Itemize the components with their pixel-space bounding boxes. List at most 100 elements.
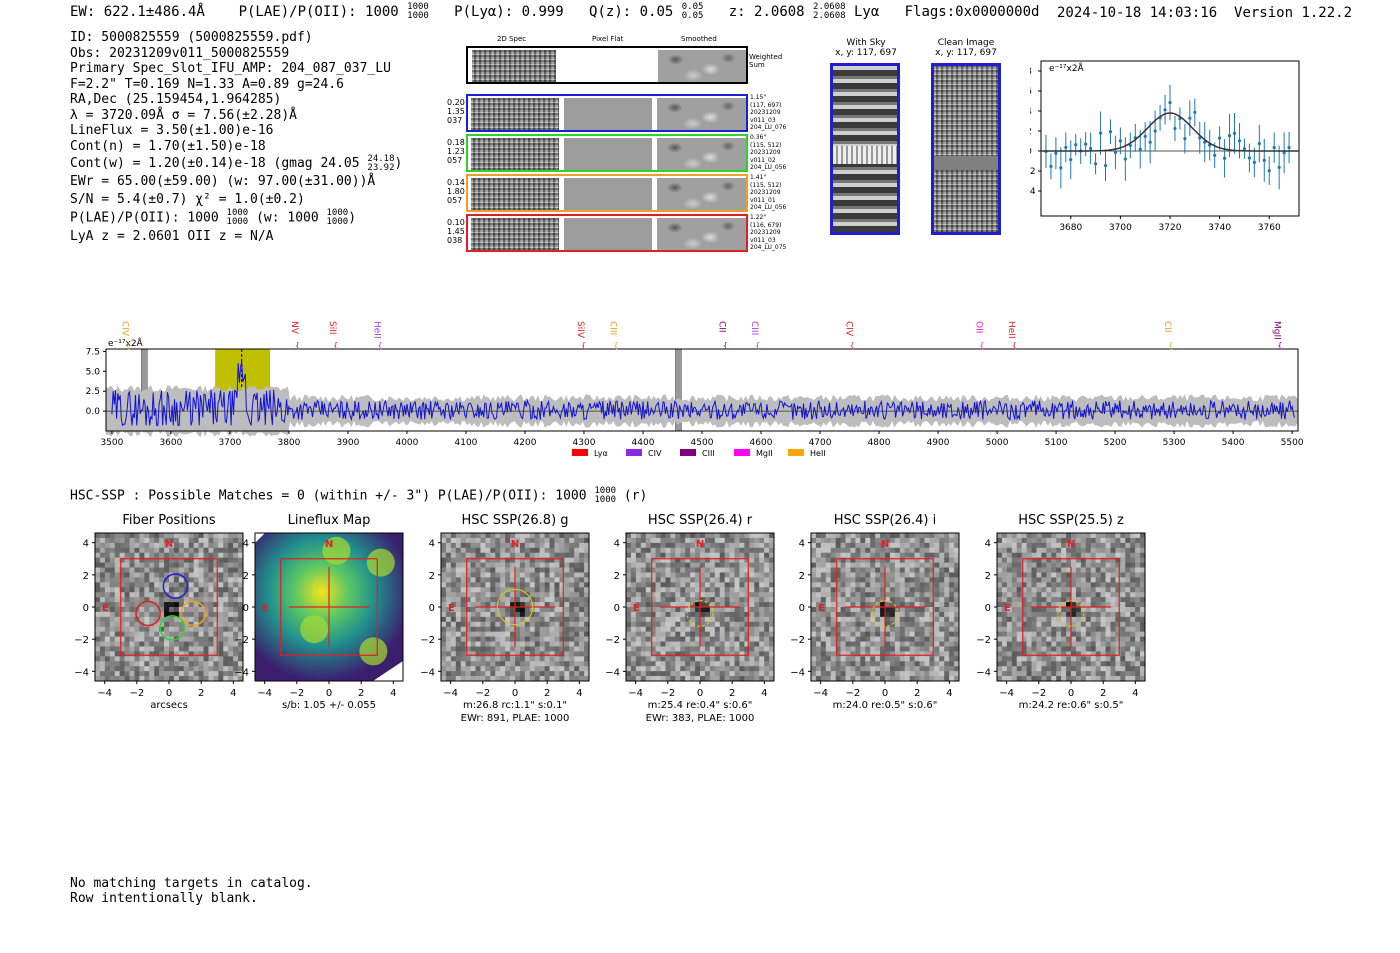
line-label: CIII (608, 321, 618, 335)
zoom-ytick: 6 (1030, 87, 1032, 97)
info-block: ID: 5000825559 (5000825559.pdf) Obs: 202… (70, 30, 402, 246)
spectrum-xtick: 5300 (1163, 438, 1186, 448)
col-smoothed: Smoothed (681, 35, 717, 43)
hsc-ytick: 4 (799, 539, 805, 550)
hsc-caption-2: EWr: 383, PLAE: 1000 (646, 713, 755, 724)
footer-line-1: No matching targets in catalog. (70, 876, 313, 891)
hsc-caption: m:24.0 re:0.5" s:0.6" (833, 700, 938, 711)
hsc-ytick: 2 (614, 571, 620, 582)
info-obs: Obs: 20231209v011_5000825559 (70, 45, 290, 61)
cutout-row (466, 174, 748, 212)
fiber-circle (159, 615, 186, 641)
cutout-smoothed (657, 138, 746, 170)
line-label: OII (973, 321, 983, 333)
zoom-xtick: 3740 (1208, 223, 1231, 233)
spectrum-xtick: 5500 (1281, 438, 1304, 448)
zoom-point (1237, 139, 1242, 143)
col-pixelflat: Pixel Flat (592, 35, 624, 43)
info-fit: F=2.2" T=0.169 N=1.33 A=0.89 g=24.6 (70, 76, 344, 92)
info-radec: RA,Dec (25.159454,1.964285) (70, 92, 282, 107)
spectrum-xtick: 4900 (927, 438, 950, 448)
hsc-xtick: −4 (999, 688, 1014, 699)
hsc-xtick: 0 (326, 688, 332, 699)
north-label: N (325, 539, 333, 550)
hsc-ytick: −2 (605, 635, 620, 646)
zoom-point (1074, 143, 1078, 147)
hsc-xtick: 4 (390, 688, 396, 699)
cutout-pixelflat (564, 138, 652, 170)
north-label: N (881, 539, 889, 550)
match-circle (1057, 599, 1085, 627)
zoom-plot: 3680 3700 3720 3740 3760 8 6 4 2 0 −2 −4 e⁻¹⁷x2Å (1030, 60, 1300, 233)
weighted-2dspec (472, 50, 556, 82)
hsc-xtick: −4 (628, 688, 643, 699)
hsc-xtick: 0 (1068, 688, 1074, 699)
zoom-point (1252, 160, 1256, 164)
line-marker: { (377, 341, 382, 350)
hsc-ytick: −4 (976, 667, 991, 678)
east-label: E (448, 603, 455, 614)
zoom-point (1089, 146, 1093, 151)
hsc-xtick: −2 (475, 688, 490, 699)
legend-label: CIII (702, 449, 715, 458)
spectrum-xtick: 4300 (573, 438, 596, 448)
col-2dspec: 2D Spec (497, 35, 527, 43)
east-label: E (102, 603, 109, 614)
line-label: CIV (120, 321, 130, 337)
legend-swatch (572, 449, 588, 456)
zoom-point (1188, 116, 1192, 120)
cutout-row-right-label: 1.15" (117, 697) 20231209 v011_03 204_LU_076 (750, 94, 787, 131)
cutout-smoothed (657, 218, 746, 250)
line-label: CII (1162, 321, 1172, 333)
hsc-ytick: 0 (799, 603, 805, 614)
legend-swatch (680, 449, 696, 456)
hsc-ytick: 0 (83, 603, 89, 614)
cutout-2dspec (471, 218, 559, 250)
zoom-xtick: 3700 (1109, 223, 1132, 233)
cutout-row (466, 134, 748, 172)
line-label: SiIV (575, 321, 585, 339)
hsc-caption: s/b: 1.05 +/- 0.055 (282, 700, 376, 711)
spectrum-line (111, 361, 1295, 427)
zoom-point (1113, 150, 1118, 154)
line-label: MgII (1271, 321, 1281, 340)
aperture-box (1022, 558, 1120, 656)
zoom-point (1143, 134, 1147, 139)
cutout-row-left-label: 0.18 1.23 057 (447, 138, 465, 165)
spectrum-ytick: 5.0 (86, 367, 101, 377)
spectrum-xtick: 3600 (159, 438, 182, 448)
info-ewr: EWr = 65.00(±59.00) (w: 97.00(±31.00))Å (70, 174, 376, 189)
zoom-point (1098, 131, 1103, 135)
hsc-panel: N E 4 2 0 −2 −4 −4 −2 0 2 4 m:24.0 re:0.5" s:0.6" (790, 532, 960, 711)
cutout-row-left-label: 0.20 1.35 037 (447, 98, 465, 125)
zoom-xtick: 3760 (1258, 223, 1281, 233)
timestamp-version: 2024-10-18 14:03:16 Version 1.22.2 (1057, 5, 1352, 21)
aperture-box (466, 558, 564, 656)
zoom-point (1282, 151, 1286, 155)
hsc-heading: HSC-SSP : Possible Matches = 0 (within +… (70, 486, 648, 505)
legend-swatch (626, 449, 642, 456)
clean-image (931, 63, 1001, 235)
zoom-point (1257, 141, 1261, 146)
weighted-sum-row (466, 46, 748, 84)
north-label: N (696, 539, 704, 550)
line-marker: { (723, 341, 728, 350)
cutout-row-right-label: 1.41" (115, 512) 20231209 v011_01 204_LU_056 (750, 174, 787, 211)
hsc-caption: m:26.8 rc:1.1" s:0.1" (463, 700, 567, 711)
fiber-circle (135, 600, 161, 627)
hsc-ytick: 2 (429, 571, 435, 582)
legend-swatch (788, 449, 804, 456)
cutout-pixelflat (564, 218, 652, 250)
full-spectrum-plot: 7.5 5.0 2.5 0.0 3500 3600 3700 3800 3900 4000 4100… (86, 321, 1304, 458)
info-lineflux: LineFlux = 3.50(±1.00)e-16 (70, 123, 274, 138)
zoom-point (1193, 110, 1197, 114)
line-marker: { (850, 341, 855, 350)
hsc-xtick: 0 (166, 688, 172, 699)
plae-value: P(LAE)/P(OII): 1000 (238, 4, 399, 20)
zoom-ytick: 4 (1030, 107, 1032, 117)
spectrum-xtick: 4000 (395, 438, 418, 448)
cutout-smoothed (657, 178, 746, 210)
zoom-point (1183, 137, 1187, 141)
hsc-xtick: −2 (660, 688, 675, 699)
with-sky-title: With Sky x, y: 117, 697 (835, 38, 897, 58)
